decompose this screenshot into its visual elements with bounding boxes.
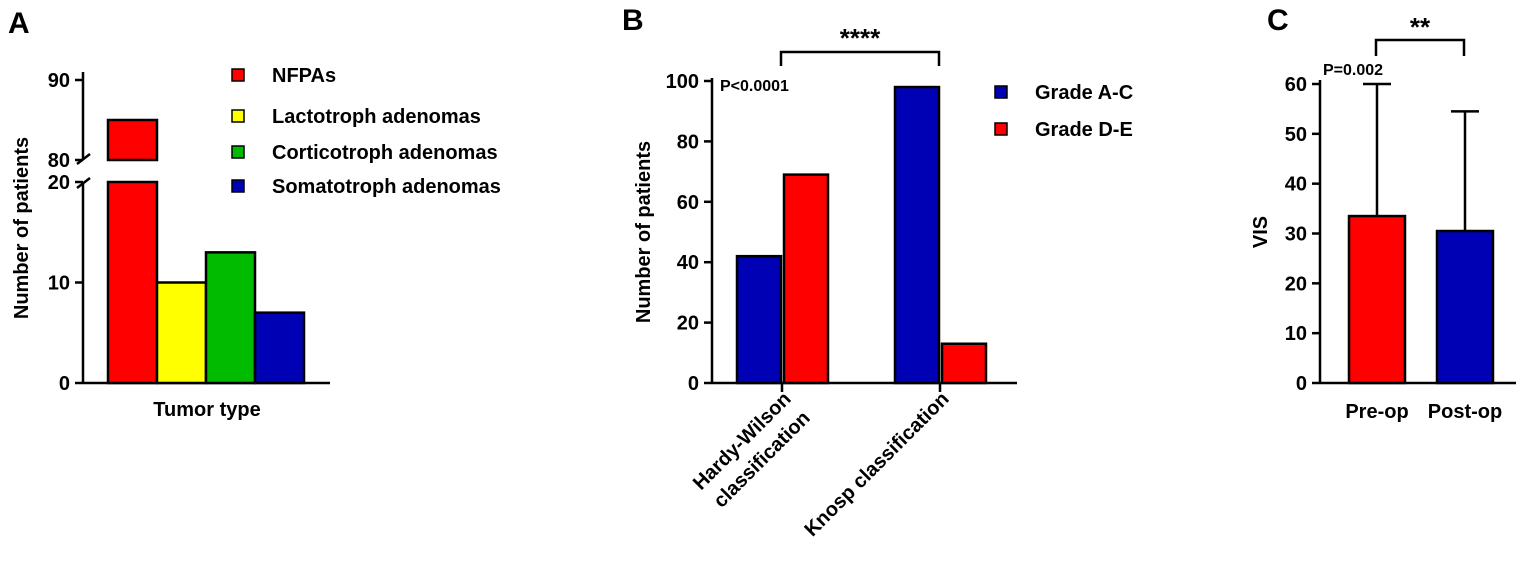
panel-c-x-tick-label: Post-op	[1428, 401, 1502, 423]
panel-a-legend-label: Corticotroph adenomas	[272, 142, 498, 164]
panel-a-legend-swatch	[231, 109, 245, 123]
panel-a-y-tick-label: 90	[48, 70, 70, 92]
panel-a-y-axis-title: Number of patients	[11, 137, 33, 319]
panel-b-y-tick-label: 40	[677, 252, 699, 274]
panel-b: B Number of patients 0 20 40 60 80 100 Hardy-…	[622, 4, 1133, 541]
panel-a-y-tick-label: 10	[48, 273, 70, 295]
panel-a-legend-swatch	[231, 179, 245, 193]
panel-a-legend-swatch	[231, 68, 245, 82]
panel-b-x-tick-label-line: Knosp classification	[800, 388, 953, 541]
panel-a-x-axis-title: Tumor type	[153, 399, 260, 421]
panel-b-letter: B	[622, 4, 644, 37]
panel-c-y-tick-label: 60	[1285, 74, 1307, 96]
panel-b-bar	[782, 173, 830, 385]
panel-b-bar	[940, 342, 988, 385]
panel-c-p-value: P=0.002	[1323, 62, 1383, 79]
panel-b-y-axis-title: Number of patients	[633, 141, 655, 323]
panel-a-bar-lower	[106, 180, 159, 385]
panel-a-axis-break-bottom	[76, 177, 91, 189]
panel-a-legend-label: Lactotroph adenomas	[272, 106, 481, 128]
panel-a-axis-break-top	[76, 153, 91, 165]
panel-b-y-tick-label: 20	[677, 313, 699, 335]
panel-c-y-tick-label: 50	[1285, 124, 1307, 146]
panel-c-significance-bracket	[1374, 38, 1466, 56]
panel-b-significance-stars: ****	[840, 23, 881, 53]
panel-a-letter: A	[8, 7, 30, 40]
panel-c-y-axis-title: VIS	[1250, 216, 1272, 248]
panel-c-y-tick-label: 30	[1285, 224, 1307, 246]
panel-b-y-tick-label: 0	[688, 373, 699, 395]
panel-c-y-tick-label: 40	[1285, 174, 1307, 196]
panel-c-bar	[1435, 229, 1495, 385]
panel-c-significance-stars: **	[1410, 12, 1431, 42]
panel-b-y-tick-label: 80	[677, 131, 699, 153]
panel-b-legend-swatch	[994, 85, 1008, 99]
panel-c-letter: C	[1267, 4, 1289, 37]
panel-a-legend-label: Somatotroph adenomas	[272, 176, 501, 198]
panel-b-y-tick-label: 60	[677, 192, 699, 214]
panel-a-bar	[155, 281, 208, 385]
panel-b-legend-label: Grade A-C	[1035, 82, 1133, 104]
panel-a-y-tick-label: 80	[48, 150, 70, 172]
panel-a-y-tick-label: 0	[59, 373, 70, 395]
panel-b-legend-label: Grade D-E	[1035, 119, 1133, 141]
panel-a-y-tick-label: 20	[48, 172, 70, 194]
panel-a-bar	[204, 251, 257, 385]
panel-b-significance-bracket	[779, 50, 941, 66]
panel-a-legend-label: NFPAs	[272, 65, 336, 87]
panel-a-bar	[253, 311, 306, 385]
panel-a-bar-upper	[106, 118, 159, 162]
panel-a-legend-swatch	[231, 145, 245, 159]
panel-b-x-tick-label: Knosp classification	[800, 388, 953, 541]
panel-b-x-tick-label: Hardy-Wilsonclassification	[689, 388, 815, 514]
panel-c-y-tick-label: 20	[1285, 273, 1307, 295]
panel-c: C VIS 0 10 20 30 40 50 60 Pre-op Post-op ** P=0…	[1250, 4, 1516, 423]
panel-b-bar	[893, 85, 941, 385]
panel-c-bar	[1347, 214, 1407, 385]
panel-c-y-tick-label: 10	[1285, 323, 1307, 345]
panel-b-y-tick-label: 100	[666, 71, 699, 93]
panel-b-legend-swatch	[994, 122, 1008, 136]
panel-c-x-tick-label: Pre-op	[1345, 401, 1408, 423]
panel-b-p-value: P<0.0001	[720, 78, 789, 95]
panel-c-y-tick-label: 0	[1296, 373, 1307, 395]
panel-b-bar	[735, 254, 783, 385]
